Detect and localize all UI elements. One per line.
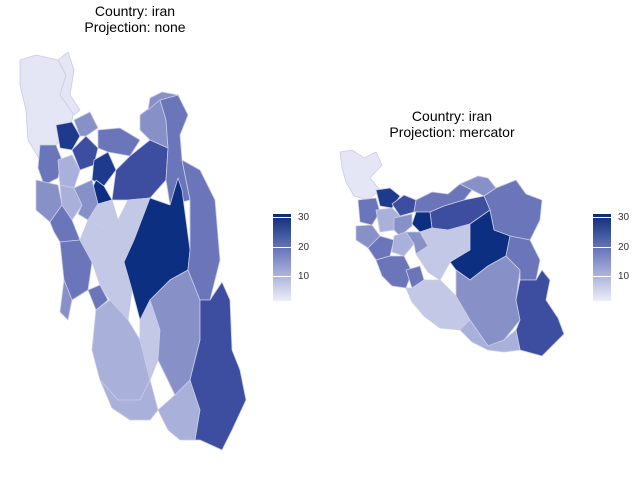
region-sistan-baluchestan: [515, 269, 565, 357]
region-sistan-baluchestan: [189, 281, 247, 451]
region-hamadan: [391, 231, 415, 257]
region-tehran: [91, 151, 117, 187]
legend-colorbar: [273, 214, 291, 301]
legend-tick-mark: [593, 247, 611, 248]
region-hormozgan: [459, 319, 521, 353]
map-title: Country: iran Projection: none: [5, 3, 265, 35]
legend-tick-mark: [273, 217, 291, 218]
region-northeast: [147, 91, 179, 111]
map-panel-none: Country: iran Projection: none: [5, 3, 309, 451]
legend-tick-mark: [593, 276, 611, 277]
title-projection: Projection: none: [84, 19, 186, 35]
legend-tick-mark: [273, 247, 291, 248]
region-mazandaran: [97, 127, 141, 157]
choropleth-map-none: [19, 51, 247, 451]
legend-tick-label: 30: [618, 212, 630, 223]
color-legend: 30 20 10: [592, 210, 640, 310]
region-gilan: [71, 135, 99, 171]
region-north-strip: [57, 51, 81, 116]
region-west-azerbaijan: [339, 149, 383, 201]
region-east-azerbaijan: [357, 197, 381, 226]
region-qazvin: [393, 213, 413, 237]
region-ilam: [59, 279, 73, 321]
region-kermanshah: [367, 235, 395, 261]
color-legend: 30 20 10: [272, 210, 332, 310]
title-projection: Projection: mercator: [389, 124, 515, 140]
legend-tick-label: 20: [298, 242, 310, 253]
legend-colorbar: [593, 214, 611, 301]
choropleth-map-mercator: [339, 149, 565, 357]
region-qazvin: [73, 111, 99, 137]
legend-tick-label: 20: [618, 242, 630, 253]
title-country: Country: iran: [411, 108, 493, 124]
region-east-azerbaijan: [37, 144, 63, 186]
title-country: Country: iran: [94, 3, 176, 19]
legend-tick-label: 30: [298, 212, 310, 223]
region-chaharmahal: [87, 284, 109, 311]
map-panel-mercator: Country: iran Projection: mercator: [320, 0, 640, 480]
legend-tick-mark: [273, 276, 291, 277]
legend-tick-label: 10: [618, 271, 630, 282]
region-zanjan: [57, 154, 81, 189]
region-ardabil: [55, 121, 81, 151]
legend-tick-mark: [593, 217, 611, 218]
legend-tick-label: 10: [298, 271, 310, 282]
map-title: Country: iran Projection: mercator: [322, 108, 582, 140]
